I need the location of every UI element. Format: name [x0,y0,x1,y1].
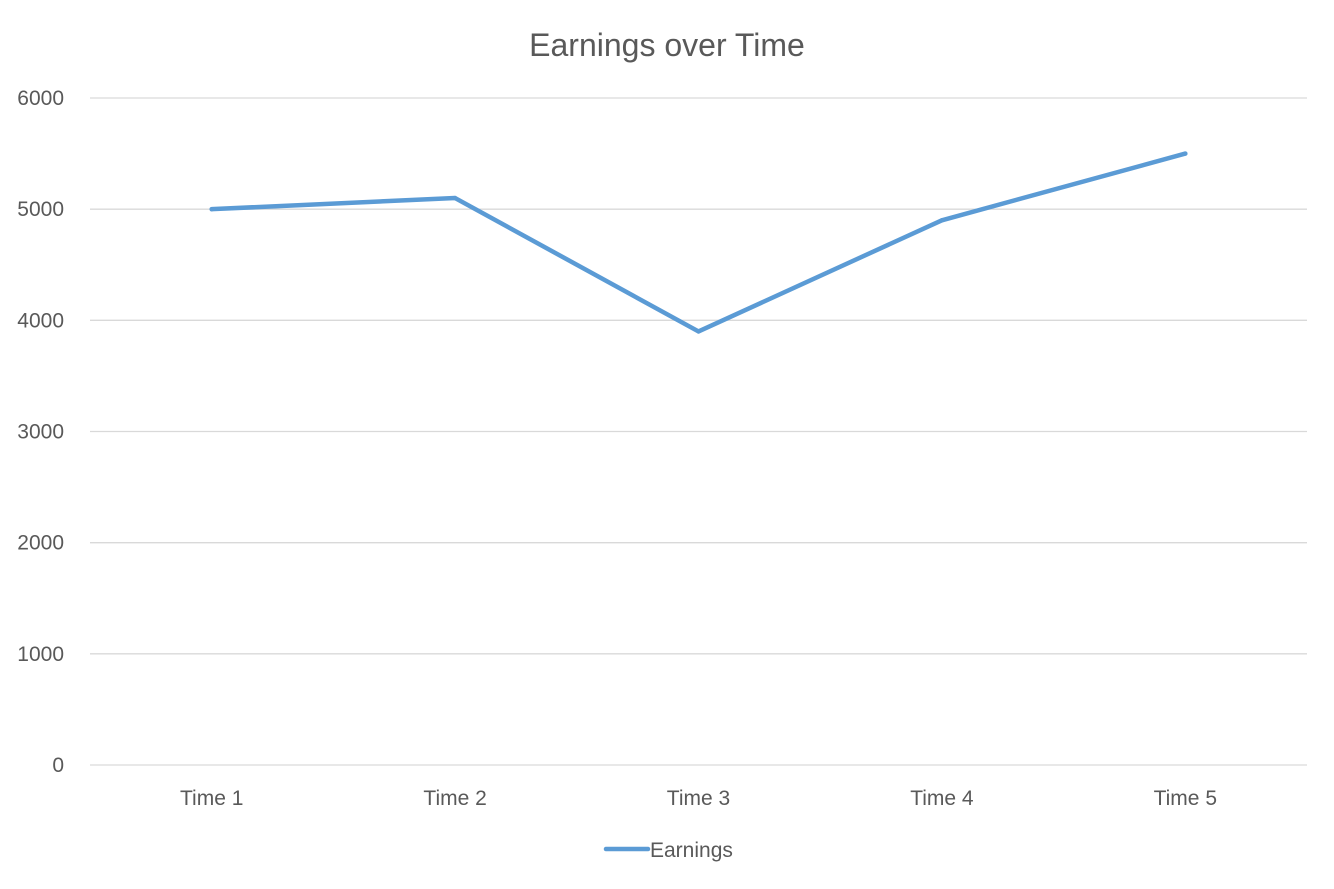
x-tick-label: Time 2 [423,787,486,810]
gridlines [90,97,1307,766]
chart-title: Earnings over Time [529,27,805,63]
data-point [939,218,945,223]
series-layer [209,151,1188,334]
y-axis-tick-labels: 0 1000 2000 3000 4000 5000 6000 [17,87,64,777]
y-tick-label: 4000 [17,309,64,332]
data-point [1183,151,1188,156]
x-tick-label: Time 3 [667,787,730,810]
y-tick-label: 3000 [17,421,64,444]
data-point [209,206,214,212]
legend: Earnings [603,839,733,862]
y-tick-label: 6000 [17,87,64,110]
legend-label: Earnings [650,839,733,862]
y-tick-label: 2000 [17,532,64,555]
x-tick-label: Time 5 [1154,787,1217,810]
x-tick-label: Time 4 [910,787,974,810]
y-tick-label: 1000 [17,643,64,666]
y-tick-label: 0 [52,754,64,777]
data-point [696,329,701,334]
x-tick-label: Time 1 [180,787,243,810]
series-line-earnings [209,151,1188,334]
data-point [452,195,458,201]
y-tick-label: 5000 [17,198,64,221]
x-axis-tick-labels: Time 1 Time 2 Time 3 Time 4 Time 5 [180,787,1217,810]
